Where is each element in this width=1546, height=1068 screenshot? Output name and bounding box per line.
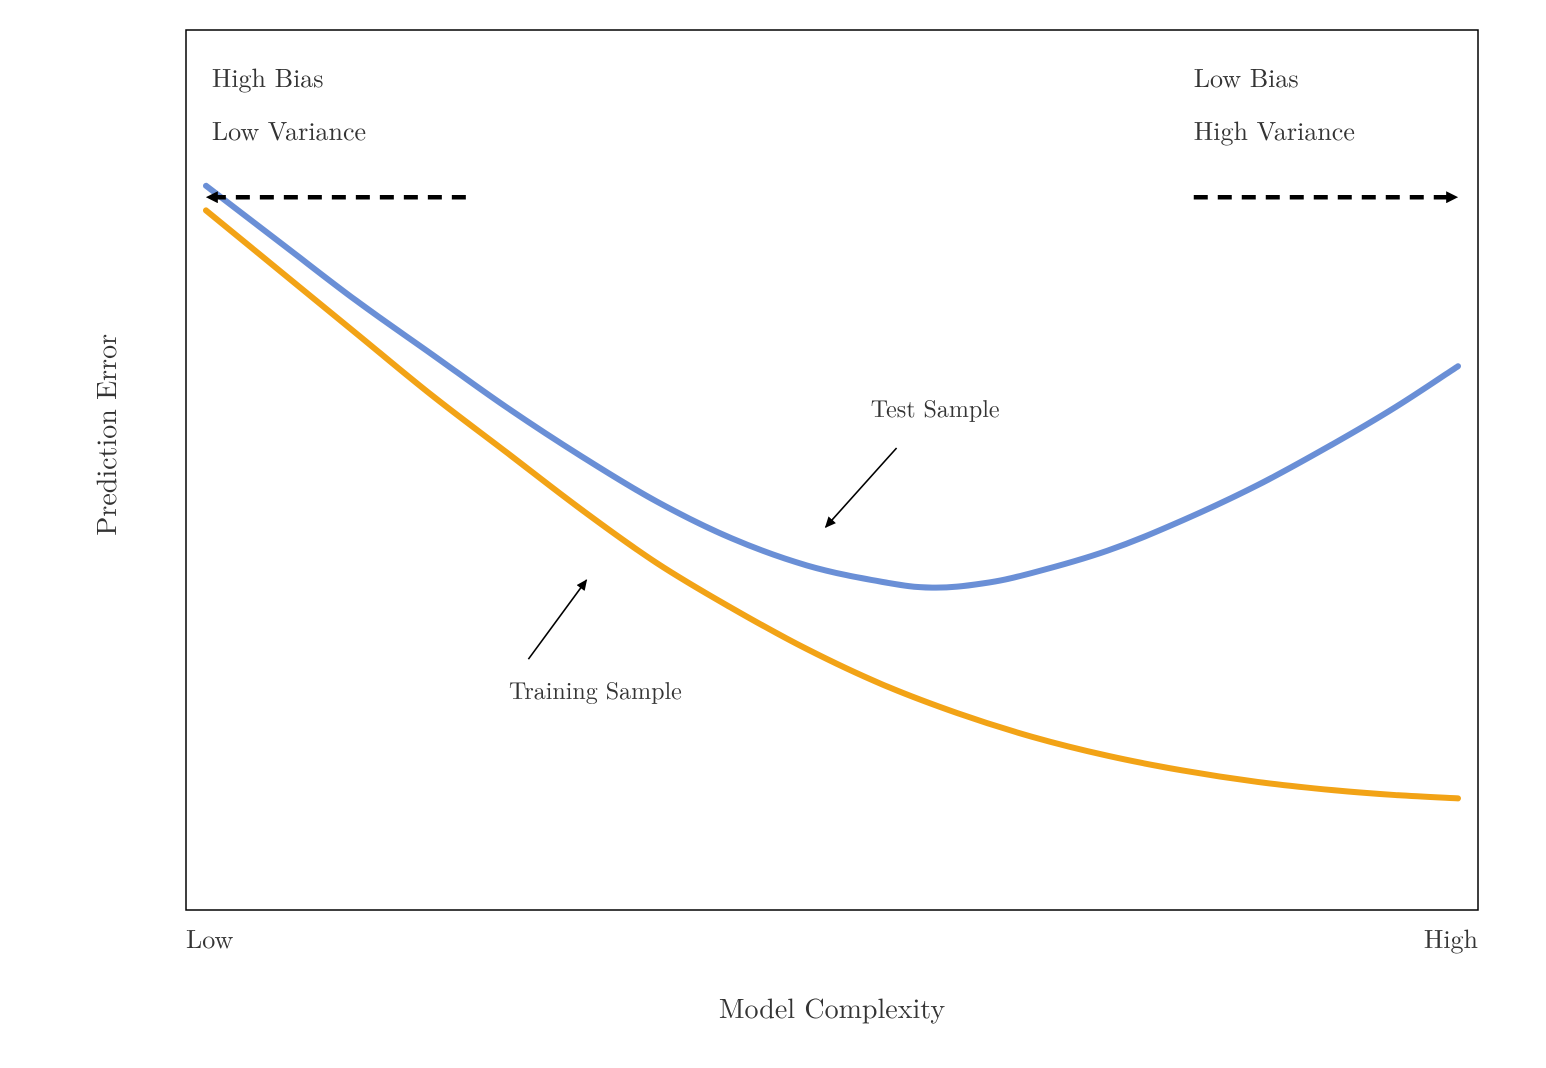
y-axis-label: Prediction Error [85,334,125,536]
low-variance-label: Low Variance [212,111,366,148]
low-bias-label: Low Bias [1194,58,1299,95]
x-tick-low: Low [186,919,234,956]
x-axis-label: Model Complexity [719,987,946,1027]
training-sample-label: Training Sample [509,672,682,706]
test-sample-label: Test Sample [871,390,1000,424]
chart-stage: Low High Model Complexity Prediction Error H… [0,0,1546,1068]
high-bias-label: High Bias [212,58,324,95]
train-curve [206,210,1458,798]
high-variance-label: High Variance [1194,111,1355,148]
x-tick-high: High [1424,919,1478,956]
chart-svg: Low High Model Complexity Prediction Error H… [0,0,1546,1068]
test-sample-arrow [826,448,897,527]
test-curve [206,186,1458,588]
training-sample-arrow [528,580,586,659]
